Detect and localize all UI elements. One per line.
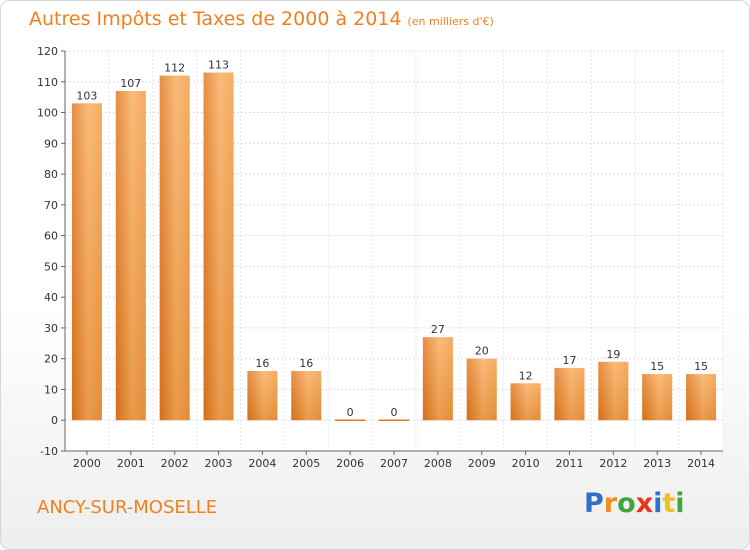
x-tick-label: 2003 [205,457,233,470]
bar-data-label: 0 [391,406,398,419]
chart-subtitle: (en milliers d'€) [407,15,494,28]
x-tick-label: 2009 [468,457,496,470]
logo-letter: t [662,488,676,519]
x-tick-label: 2006 [336,457,364,470]
bar-shade [686,374,717,421]
logo-letter: P [584,488,604,519]
bar-data-label: 103 [76,89,97,102]
logo-letter: r [603,488,618,519]
y-tick-label: 70 [44,199,58,212]
bar-shade [115,91,146,421]
bar-data-label: 0 [347,406,354,419]
x-tick-label: 2002 [161,457,189,470]
bar-shade [159,75,190,421]
y-tick-label: 100 [37,107,58,120]
y-tick-label: -10 [40,445,58,458]
bar-data-label: 107 [120,77,141,90]
y-tick-label: 80 [44,168,58,181]
chart-title-text: Autres Impôts et Taxes de 2000 à 2014 [29,8,402,30]
x-tick-label: 2013 [643,457,671,470]
x-tick-label: 2010 [512,457,540,470]
bar-data-label: 20 [475,345,489,358]
bar-shade [598,361,629,421]
chart-title: Autres Impôts et Taxes de 2000 à 2014 (en… [29,8,494,30]
bar-shade [466,358,497,421]
y-tick-label: 120 [37,45,58,58]
bar-data-label: 19 [606,348,620,361]
y-tick-label: 10 [44,383,58,396]
bar-shade [422,337,453,421]
bar-shade [510,383,541,421]
bar-data-label: 27 [431,323,445,336]
bar-shade [71,103,102,421]
bar-data-label: 16 [255,357,269,370]
y-tick-label: 50 [44,260,58,273]
bar-data-label: 15 [694,360,708,373]
bar-data-label: 16 [299,357,313,370]
x-tick-label: 2001 [117,457,145,470]
bar-shade [247,371,278,421]
y-tick-label: 110 [37,76,58,89]
bars-layer: 103 107 112 113 16 16 0 0 27 20 12 17 19 15 15 [71,59,717,421]
bar-shade [554,367,585,421]
y-tick-label: 20 [44,353,58,366]
x-tick-label: 2007 [380,457,408,470]
commune-name: ANCY-SUR-MOSELLE [37,497,218,518]
logo-letter: x [635,488,654,519]
x-tick-label: 2012 [599,457,627,470]
logo-letter: i [675,488,685,519]
bar-data-label: 17 [562,354,576,367]
y-tick-label: 90 [44,137,58,150]
bar-shade [203,72,234,421]
y-tick-label: 30 [44,322,58,335]
bar-data-label: 113 [208,59,229,72]
bar-data-label: 112 [164,62,185,75]
x-tick-label: 2000 [73,457,101,470]
logo-letter: o [617,488,636,519]
x-tick-label: 2004 [248,457,276,470]
logo-letter: i [653,488,663,519]
x-tick-label: 2008 [424,457,452,470]
bar-shade [291,371,322,421]
proxiti-logo: Proxiti [584,488,685,519]
x-tick-label: 2005 [292,457,320,470]
y-tick-label: 0 [51,414,58,427]
x-tick-label: 2014 [687,457,715,470]
x-tick-label: 2011 [555,457,583,470]
bar-data-label: 15 [650,360,664,373]
bar-data-label: 12 [519,369,533,382]
bar-shade [642,374,673,421]
y-tick-label: 40 [44,291,58,304]
y-tick-label: 60 [44,230,58,243]
